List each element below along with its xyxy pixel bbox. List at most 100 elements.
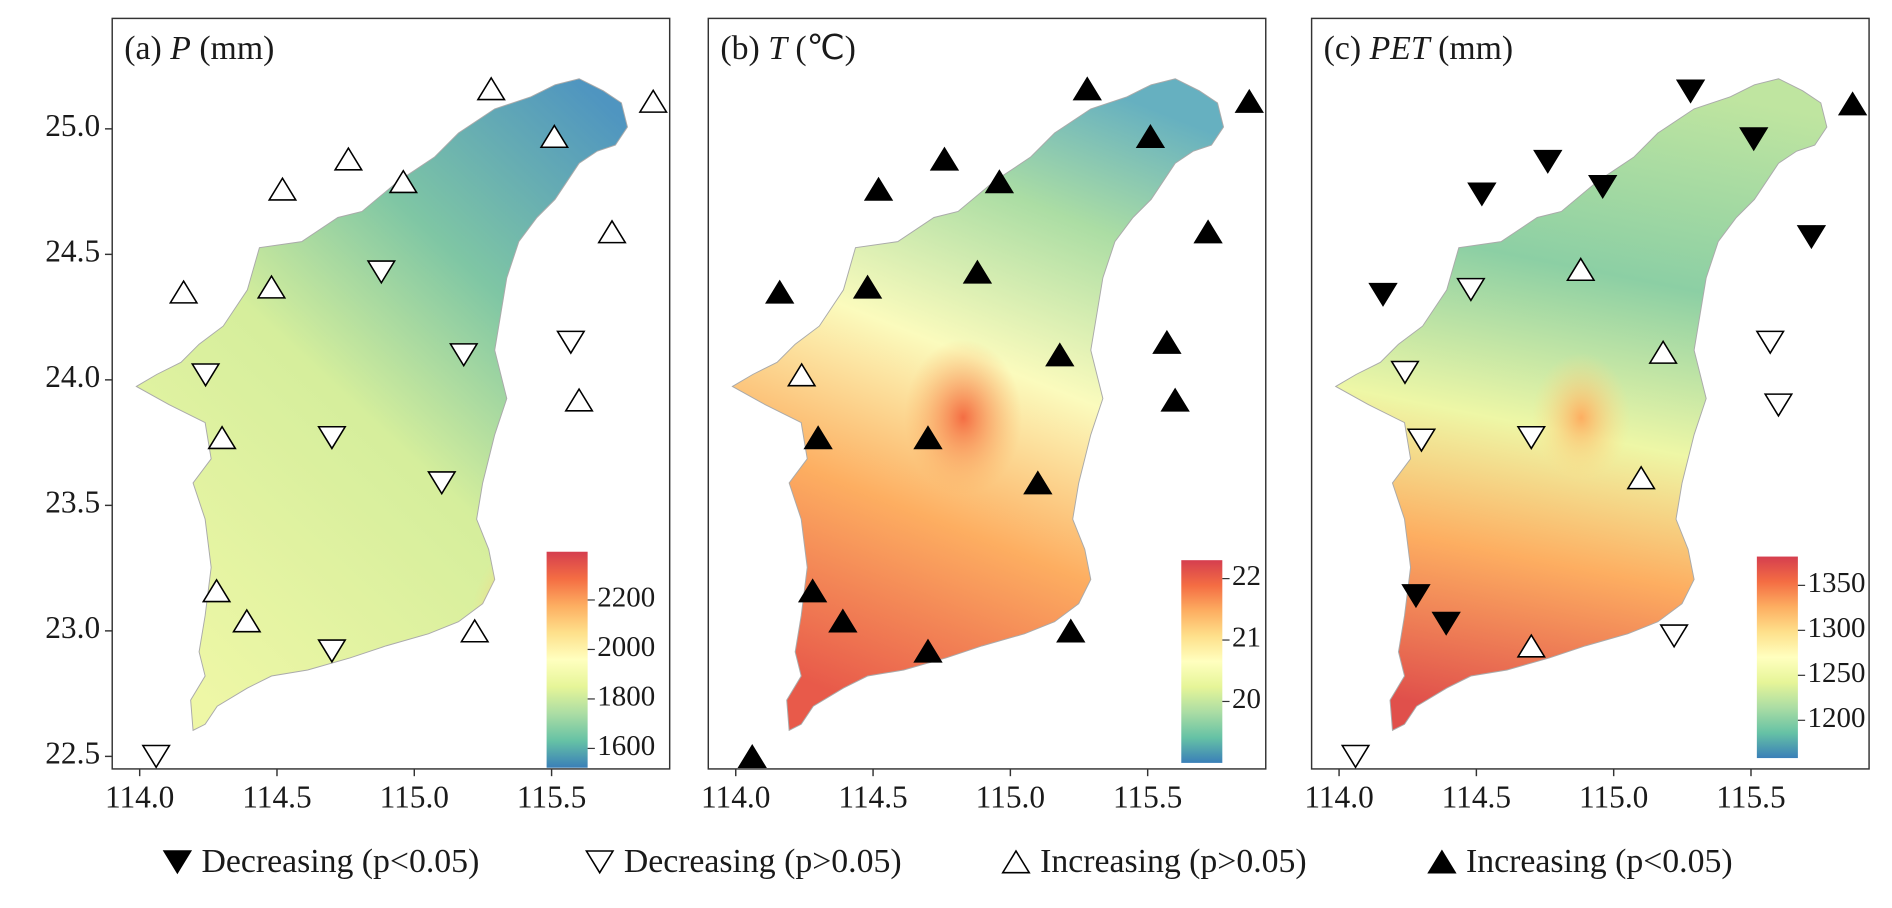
station-marker [737,744,767,769]
y-tick-label: 25.0 [45,108,100,143]
station-marker [232,608,262,633]
station-marker [1193,219,1223,244]
title-variable: PET [1369,30,1432,67]
legend-label: Decreasing (p>0.05) [624,843,902,880]
panel: (a) P (mm) 114.0 114.5 115.0 115.5 22.5 23.0 23… [45,17,671,815]
station-marker [1072,76,1102,101]
station-marker [1152,329,1182,354]
station-marker [256,274,287,299]
station-marker [1045,342,1075,367]
panel-title: (b) T (℃) [720,30,855,67]
x-tick-label: 115.5 [1113,780,1182,815]
station-marker [1626,465,1656,490]
y-tick-label: 24.5 [45,234,100,269]
x-tick-label: 114.5 [1442,780,1511,815]
station-marker [207,425,237,450]
station-marker [1456,277,1486,302]
colorbar-tick-label: 2000 [597,631,655,663]
station-marker [333,146,364,171]
station-marker [388,169,418,194]
title-unit: (mm) [199,30,274,67]
x-tick-label: 114.0 [701,780,770,815]
station-marker [585,850,615,875]
panel-title: (c) PET (mm) [1324,30,1513,67]
station-marker [190,363,221,388]
basin-hotspot [732,78,1224,731]
colorbar-tick-label: 20 [1232,683,1261,715]
station-marker [797,578,828,603]
colorbar-tick-label: 1350 [1808,567,1866,599]
x-tick-label: 115.5 [1716,780,1785,815]
x-tick-label: 115.0 [380,780,449,815]
station-marker [1056,618,1086,643]
colorbar-tick-label: 1300 [1808,612,1866,644]
title-unit: (mm) [1438,30,1513,67]
colorbar-tick-label: 1250 [1808,657,1866,689]
colorbar-tick-label: 2200 [597,582,655,614]
station-marker [564,387,594,412]
station-marker [1516,633,1546,658]
station-marker [786,362,817,387]
station-marker [1675,79,1706,104]
panel: (c) PET (mm) 114.0 114.5 115.0 115.5 1200 1250… [1304,17,1870,815]
x-tick-label: 115.5 [517,780,586,815]
station-marker [1739,127,1769,152]
station-marker [168,279,199,304]
axes-frame [1310,17,1870,770]
station-marker [317,425,347,450]
station-marker [267,176,298,201]
station-marker [863,176,894,201]
basin-hotspot [1335,78,1827,731]
x-tick-label: 115.0 [976,780,1045,815]
station-marker [1516,425,1546,450]
station-marker [929,146,960,171]
station-marker [1566,257,1596,282]
x-tick-label: 114.5 [242,780,311,815]
colorbar-tick-label: 21 [1232,622,1261,654]
station-marker [427,471,457,496]
station-marker [1837,91,1868,116]
station-marker [765,279,795,304]
station-marker [317,639,347,664]
station-marker [460,618,490,643]
station-marker [1160,387,1190,412]
station-marker [476,76,506,101]
station-marker [1588,174,1618,199]
station-marker [539,124,570,149]
station-marker [1659,624,1689,649]
title-variable: P [169,30,191,67]
station-marker [1796,225,1827,250]
station-marker [1390,360,1420,385]
station-marker [913,638,943,663]
y-tick-label: 23.0 [45,610,100,645]
title-variable: T [768,30,789,67]
station-marker [962,259,993,284]
station-marker [828,608,858,633]
station-marker [597,219,627,244]
title-unit: (℃) [795,30,855,67]
station-marker [1234,88,1264,113]
title-prefix: (a) [124,30,161,67]
axes-frame [707,17,1267,770]
x-tick-label: 114.5 [838,780,907,815]
station-marker [1135,124,1166,149]
station-marker [638,88,668,113]
station-marker [141,744,171,769]
legend-label: Increasing (p<0.05) [1466,843,1733,880]
station-marker [449,343,479,368]
axes-frame [111,17,671,770]
colorbar [546,551,588,768]
x-tick-label: 115.0 [1579,780,1648,815]
colorbar-tick-label: 22 [1232,560,1261,592]
y-tick-label: 23.5 [45,485,100,520]
colorbar [1756,556,1798,759]
y-tick-label: 24.0 [45,359,100,394]
station-marker [1406,428,1437,453]
station-marker [366,260,397,285]
station-marker [1755,330,1785,355]
station-marker [201,578,232,603]
title-prefix: (b) [720,30,759,67]
colorbar-tick-label: 1800 [597,681,655,713]
station-marker [162,850,193,875]
